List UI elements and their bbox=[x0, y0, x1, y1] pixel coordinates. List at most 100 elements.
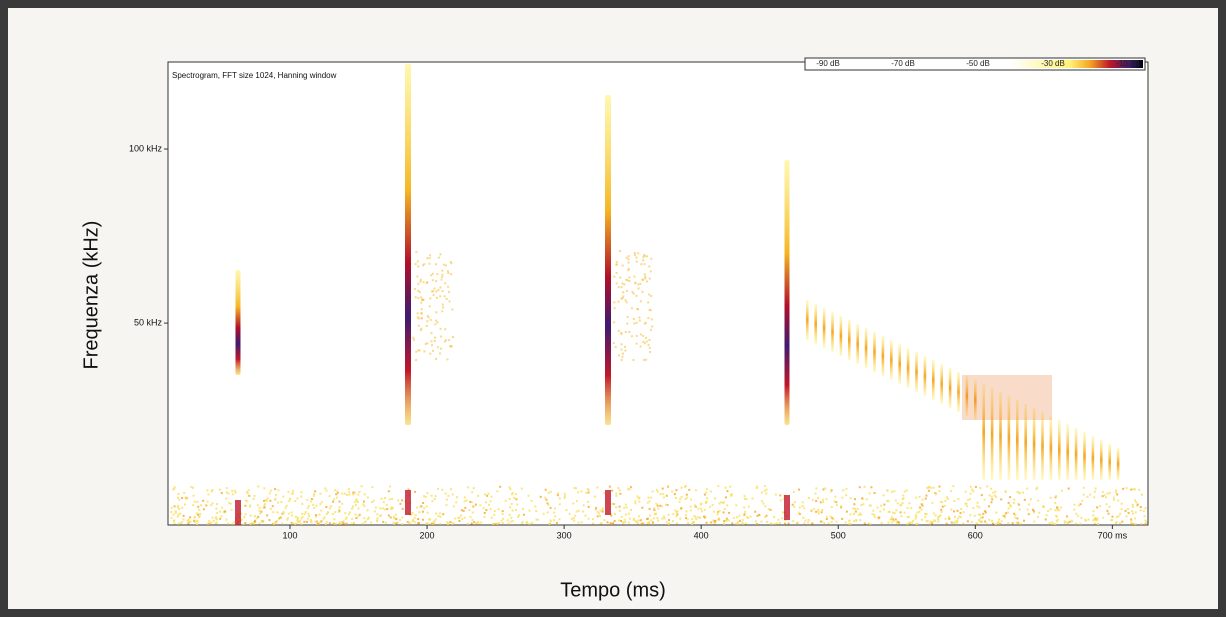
noise bbox=[1136, 503, 1139, 506]
noise bbox=[1079, 503, 1082, 506]
noise bbox=[688, 488, 691, 491]
noise bbox=[277, 489, 280, 492]
noise bbox=[1058, 509, 1061, 512]
scatter-noise bbox=[443, 340, 446, 343]
noise bbox=[815, 510, 818, 513]
noise bbox=[184, 496, 187, 499]
noise bbox=[663, 517, 666, 520]
noise bbox=[228, 501, 231, 504]
noise bbox=[1094, 519, 1097, 522]
noise bbox=[177, 522, 180, 525]
noise bbox=[465, 499, 468, 502]
noise bbox=[276, 519, 279, 522]
noise bbox=[694, 505, 697, 508]
noise bbox=[979, 513, 982, 516]
x-tick-label: 700 ms bbox=[1098, 530, 1128, 540]
pulse bbox=[831, 312, 834, 352]
scatter-noise bbox=[615, 282, 618, 285]
noise bbox=[723, 508, 726, 511]
scatter-noise bbox=[639, 333, 642, 336]
noise bbox=[1092, 519, 1095, 522]
noise bbox=[287, 490, 290, 493]
noise bbox=[653, 507, 656, 510]
noise bbox=[416, 506, 419, 509]
noise bbox=[1000, 498, 1003, 501]
noise bbox=[290, 511, 293, 514]
pulse bbox=[1049, 416, 1053, 480]
scatter-noise bbox=[415, 251, 418, 254]
noise bbox=[685, 493, 688, 496]
noise bbox=[841, 496, 844, 499]
noise bbox=[263, 487, 266, 490]
noise bbox=[243, 516, 246, 519]
noise bbox=[947, 516, 950, 519]
noise bbox=[198, 508, 201, 511]
scatter-noise bbox=[431, 279, 434, 282]
noise bbox=[915, 515, 918, 518]
noise bbox=[765, 514, 768, 517]
noise bbox=[355, 517, 358, 520]
noise bbox=[810, 510, 813, 513]
scatter-noise bbox=[622, 295, 625, 298]
noise bbox=[680, 495, 683, 498]
call bbox=[605, 95, 611, 425]
noise bbox=[549, 490, 552, 493]
scatter-noise bbox=[628, 279, 631, 282]
noise bbox=[623, 518, 626, 521]
noise bbox=[421, 510, 424, 513]
noise bbox=[888, 510, 891, 513]
noise bbox=[502, 517, 505, 520]
noise bbox=[248, 494, 251, 497]
noise bbox=[661, 517, 664, 520]
noise bbox=[900, 503, 903, 506]
noise bbox=[319, 492, 322, 495]
noise bbox=[348, 511, 351, 514]
noise bbox=[176, 506, 179, 509]
scatter-noise bbox=[414, 263, 417, 266]
noise bbox=[953, 515, 956, 518]
noise bbox=[309, 500, 312, 503]
scatter-noise bbox=[432, 290, 435, 293]
noise bbox=[662, 515, 665, 518]
noise bbox=[705, 491, 708, 494]
scatter-noise bbox=[645, 336, 648, 339]
noise bbox=[675, 522, 678, 525]
noise bbox=[587, 491, 590, 494]
noise bbox=[520, 522, 523, 525]
noise bbox=[290, 514, 293, 517]
noise bbox=[907, 522, 910, 525]
noise bbox=[675, 510, 678, 513]
noise bbox=[791, 503, 794, 506]
noise bbox=[709, 505, 712, 508]
noise bbox=[919, 506, 922, 509]
noise bbox=[413, 517, 416, 520]
noise bbox=[513, 497, 516, 500]
noise bbox=[309, 519, 312, 522]
pulse bbox=[1083, 432, 1086, 480]
noise bbox=[930, 486, 933, 489]
noise bbox=[613, 520, 616, 523]
noise bbox=[979, 516, 982, 519]
noise bbox=[709, 490, 712, 493]
scatter-noise bbox=[643, 322, 646, 325]
scatter-noise bbox=[428, 257, 431, 260]
noise bbox=[1004, 512, 1007, 515]
scatter-noise bbox=[613, 275, 616, 278]
noise bbox=[992, 491, 995, 494]
noise bbox=[971, 488, 974, 491]
scatter-noise bbox=[638, 316, 641, 319]
noise bbox=[918, 510, 921, 513]
noise bbox=[391, 507, 394, 510]
noise bbox=[1120, 508, 1123, 511]
noise bbox=[549, 506, 552, 509]
noise bbox=[315, 515, 318, 518]
noise bbox=[574, 514, 577, 517]
noise bbox=[572, 517, 575, 520]
noise bbox=[233, 521, 236, 524]
pulse bbox=[1066, 424, 1069, 480]
noise bbox=[661, 505, 664, 508]
noise bbox=[946, 497, 949, 500]
x-axis-label: Tempo (ms) bbox=[560, 579, 666, 601]
noise bbox=[700, 507, 703, 510]
scatter-noise bbox=[412, 336, 415, 339]
